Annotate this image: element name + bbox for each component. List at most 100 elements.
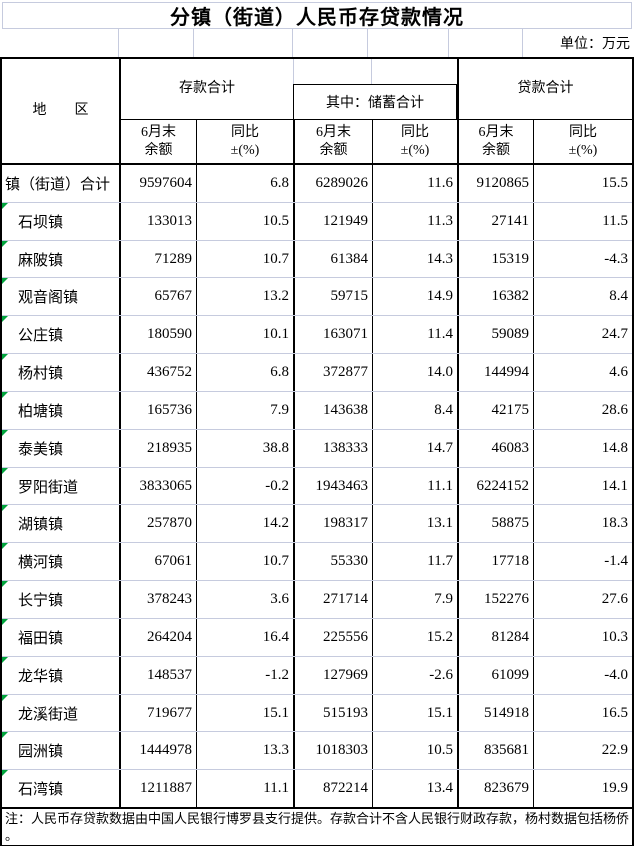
savings-balance-cell[interactable]: 121949 [293, 202, 372, 240]
deposit-yoy-cell[interactable]: 14.2 [196, 505, 293, 543]
loan-balance-cell[interactable]: 17718 [457, 543, 533, 581]
savings-balance-cell[interactable]: 59715 [293, 278, 372, 316]
loan-yoy-cell[interactable]: 4.6 [533, 354, 632, 391]
savings-balance-cell[interactable]: 127969 [293, 656, 372, 694]
savings-balance-cell[interactable]: 138333 [293, 429, 372, 467]
deposit-yoy-cell[interactable]: 15.1 [196, 694, 293, 732]
loan-balance-cell[interactable]: 9120865 [457, 165, 533, 202]
deposit-balance-cell[interactable]: 180590 [119, 316, 196, 354]
loan-balance-cell[interactable]: 514918 [457, 694, 533, 732]
deposit-balance-cell[interactable]: 148537 [119, 656, 196, 694]
savings-yoy-cell[interactable]: 13.1 [372, 505, 457, 543]
savings-yoy-cell[interactable]: 11.6 [372, 165, 457, 202]
region-cell[interactable]: 园洲镇 [2, 732, 119, 769]
savings-balance-cell[interactable]: 872214 [293, 770, 372, 808]
loan-balance-cell[interactable]: 58875 [457, 505, 533, 543]
region-cell[interactable]: 石湾镇 [2, 770, 119, 807]
savings-balance-cell[interactable]: 143638 [293, 391, 372, 429]
header-savings-balance[interactable]: 6月末 余额 [293, 120, 372, 165]
header-loan-yoy[interactable]: 同比 ±(%) [533, 120, 632, 165]
deposit-balance-cell[interactable]: 719677 [119, 694, 196, 732]
deposit-yoy-cell[interactable]: 13.2 [196, 278, 293, 316]
region-cell[interactable]: 公庄镇 [2, 316, 119, 353]
deposit-yoy-cell[interactable]: 11.1 [196, 770, 293, 808]
deposit-yoy-cell[interactable]: 13.3 [196, 732, 293, 770]
loan-yoy-cell[interactable]: 16.5 [533, 694, 632, 732]
savings-balance-cell[interactable]: 61384 [293, 240, 372, 278]
header-region[interactable]: 地 区 [2, 59, 119, 165]
region-cell[interactable]: 镇（街道）合计 [2, 165, 119, 202]
region-cell[interactable]: 泰美镇 [2, 429, 119, 467]
savings-yoy-cell[interactable]: 11.3 [372, 202, 457, 240]
deposit-yoy-cell[interactable]: -0.2 [196, 467, 293, 505]
header-loan-total[interactable]: 贷款合计 [457, 59, 632, 120]
deposit-balance-cell[interactable]: 65767 [119, 278, 196, 316]
loan-yoy-cell[interactable]: 28.6 [533, 391, 632, 429]
loan-yoy-cell[interactable]: 10.3 [533, 618, 632, 656]
deposit-yoy-cell[interactable]: 16.4 [196, 618, 293, 656]
savings-yoy-cell[interactable]: 13.4 [372, 770, 457, 808]
region-cell[interactable]: 横河镇 [2, 543, 119, 580]
region-cell[interactable]: 观音阁镇 [2, 278, 119, 315]
deposit-yoy-cell[interactable]: 10.7 [196, 240, 293, 278]
deposit-balance-cell[interactable]: 436752 [119, 354, 196, 391]
savings-yoy-cell[interactable]: 14.3 [372, 240, 457, 278]
loan-balance-cell[interactable]: 15319 [457, 240, 533, 278]
loan-yoy-cell[interactable]: 15.5 [533, 165, 632, 202]
deposit-balance-cell[interactable]: 218935 [119, 429, 196, 467]
header-deposit-balance[interactable]: 6月末 余额 [119, 120, 196, 165]
loan-yoy-cell[interactable]: 24.7 [533, 316, 632, 354]
savings-balance-cell[interactable]: 163071 [293, 316, 372, 354]
savings-yoy-cell[interactable]: 8.4 [372, 391, 457, 429]
region-cell[interactable]: 长宁镇 [2, 581, 119, 618]
loan-yoy-cell[interactable]: 8.4 [533, 278, 632, 316]
deposit-yoy-cell[interactable]: 10.7 [196, 543, 293, 581]
savings-yoy-cell[interactable]: 14.0 [372, 354, 457, 391]
savings-balance-cell[interactable]: 6289026 [293, 165, 372, 202]
region-cell[interactable]: 罗阳街道 [2, 467, 119, 505]
region-cell[interactable]: 麻陂镇 [2, 240, 119, 278]
header-loan-balance[interactable]: 6月末 余额 [457, 120, 533, 165]
deposit-balance-cell[interactable]: 67061 [119, 543, 196, 581]
deposit-balance-cell[interactable]: 71289 [119, 240, 196, 278]
loan-balance-cell[interactable]: 42175 [457, 391, 533, 429]
savings-yoy-cell[interactable]: 14.9 [372, 278, 457, 316]
deposit-balance-cell[interactable]: 257870 [119, 505, 196, 543]
deposit-yoy-cell[interactable]: 38.8 [196, 429, 293, 467]
deposit-balance-cell[interactable]: 133013 [119, 202, 196, 240]
savings-balance-cell[interactable]: 271714 [293, 581, 372, 618]
savings-yoy-cell[interactable]: 11.4 [372, 316, 457, 354]
deposit-yoy-cell[interactable]: 10.1 [196, 316, 293, 354]
loan-balance-cell[interactable]: 59089 [457, 316, 533, 354]
region-cell[interactable]: 龙溪街道 [2, 694, 119, 732]
region-cell[interactable]: 石坝镇 [2, 202, 119, 240]
loan-yoy-cell[interactable]: -1.4 [533, 543, 632, 581]
savings-balance-cell[interactable]: 1018303 [293, 732, 372, 770]
savings-yoy-cell[interactable]: 10.5 [372, 732, 457, 770]
savings-yoy-cell[interactable]: 14.7 [372, 429, 457, 467]
loan-yoy-cell[interactable]: 11.5 [533, 202, 632, 240]
deposit-yoy-cell[interactable]: 6.8 [196, 354, 293, 391]
loan-balance-cell[interactable]: 835681 [457, 732, 533, 770]
deposit-balance-cell[interactable]: 1211887 [119, 770, 196, 808]
header-savings-yoy[interactable]: 同比 ±(%) [372, 120, 457, 165]
loan-yoy-cell[interactable]: 22.9 [533, 732, 632, 770]
savings-yoy-cell[interactable]: 11.7 [372, 543, 457, 581]
savings-yoy-cell[interactable]: 15.1 [372, 694, 457, 732]
savings-yoy-cell[interactable]: 11.1 [372, 467, 457, 505]
region-cell[interactable]: 杨村镇 [2, 354, 119, 391]
savings-balance-cell[interactable]: 515193 [293, 694, 372, 732]
header-deposit-total[interactable]: 存款合计 [119, 59, 293, 120]
deposit-yoy-cell[interactable]: 6.8 [196, 165, 293, 202]
loan-yoy-cell[interactable]: 19.9 [533, 770, 632, 808]
loan-yoy-cell[interactable]: 14.1 [533, 467, 632, 505]
deposit-yoy-cell[interactable]: -1.2 [196, 656, 293, 694]
savings-yoy-cell[interactable]: 15.2 [372, 618, 457, 656]
region-cell[interactable]: 福田镇 [2, 618, 119, 656]
loan-yoy-cell[interactable]: -4.0 [533, 656, 632, 694]
deposit-balance-cell[interactable]: 264204 [119, 618, 196, 656]
region-cell[interactable]: 龙华镇 [2, 656, 119, 694]
loan-balance-cell[interactable]: 823679 [457, 770, 533, 808]
deposit-balance-cell[interactable]: 3833065 [119, 467, 196, 505]
deposit-balance-cell[interactable]: 378243 [119, 581, 196, 618]
